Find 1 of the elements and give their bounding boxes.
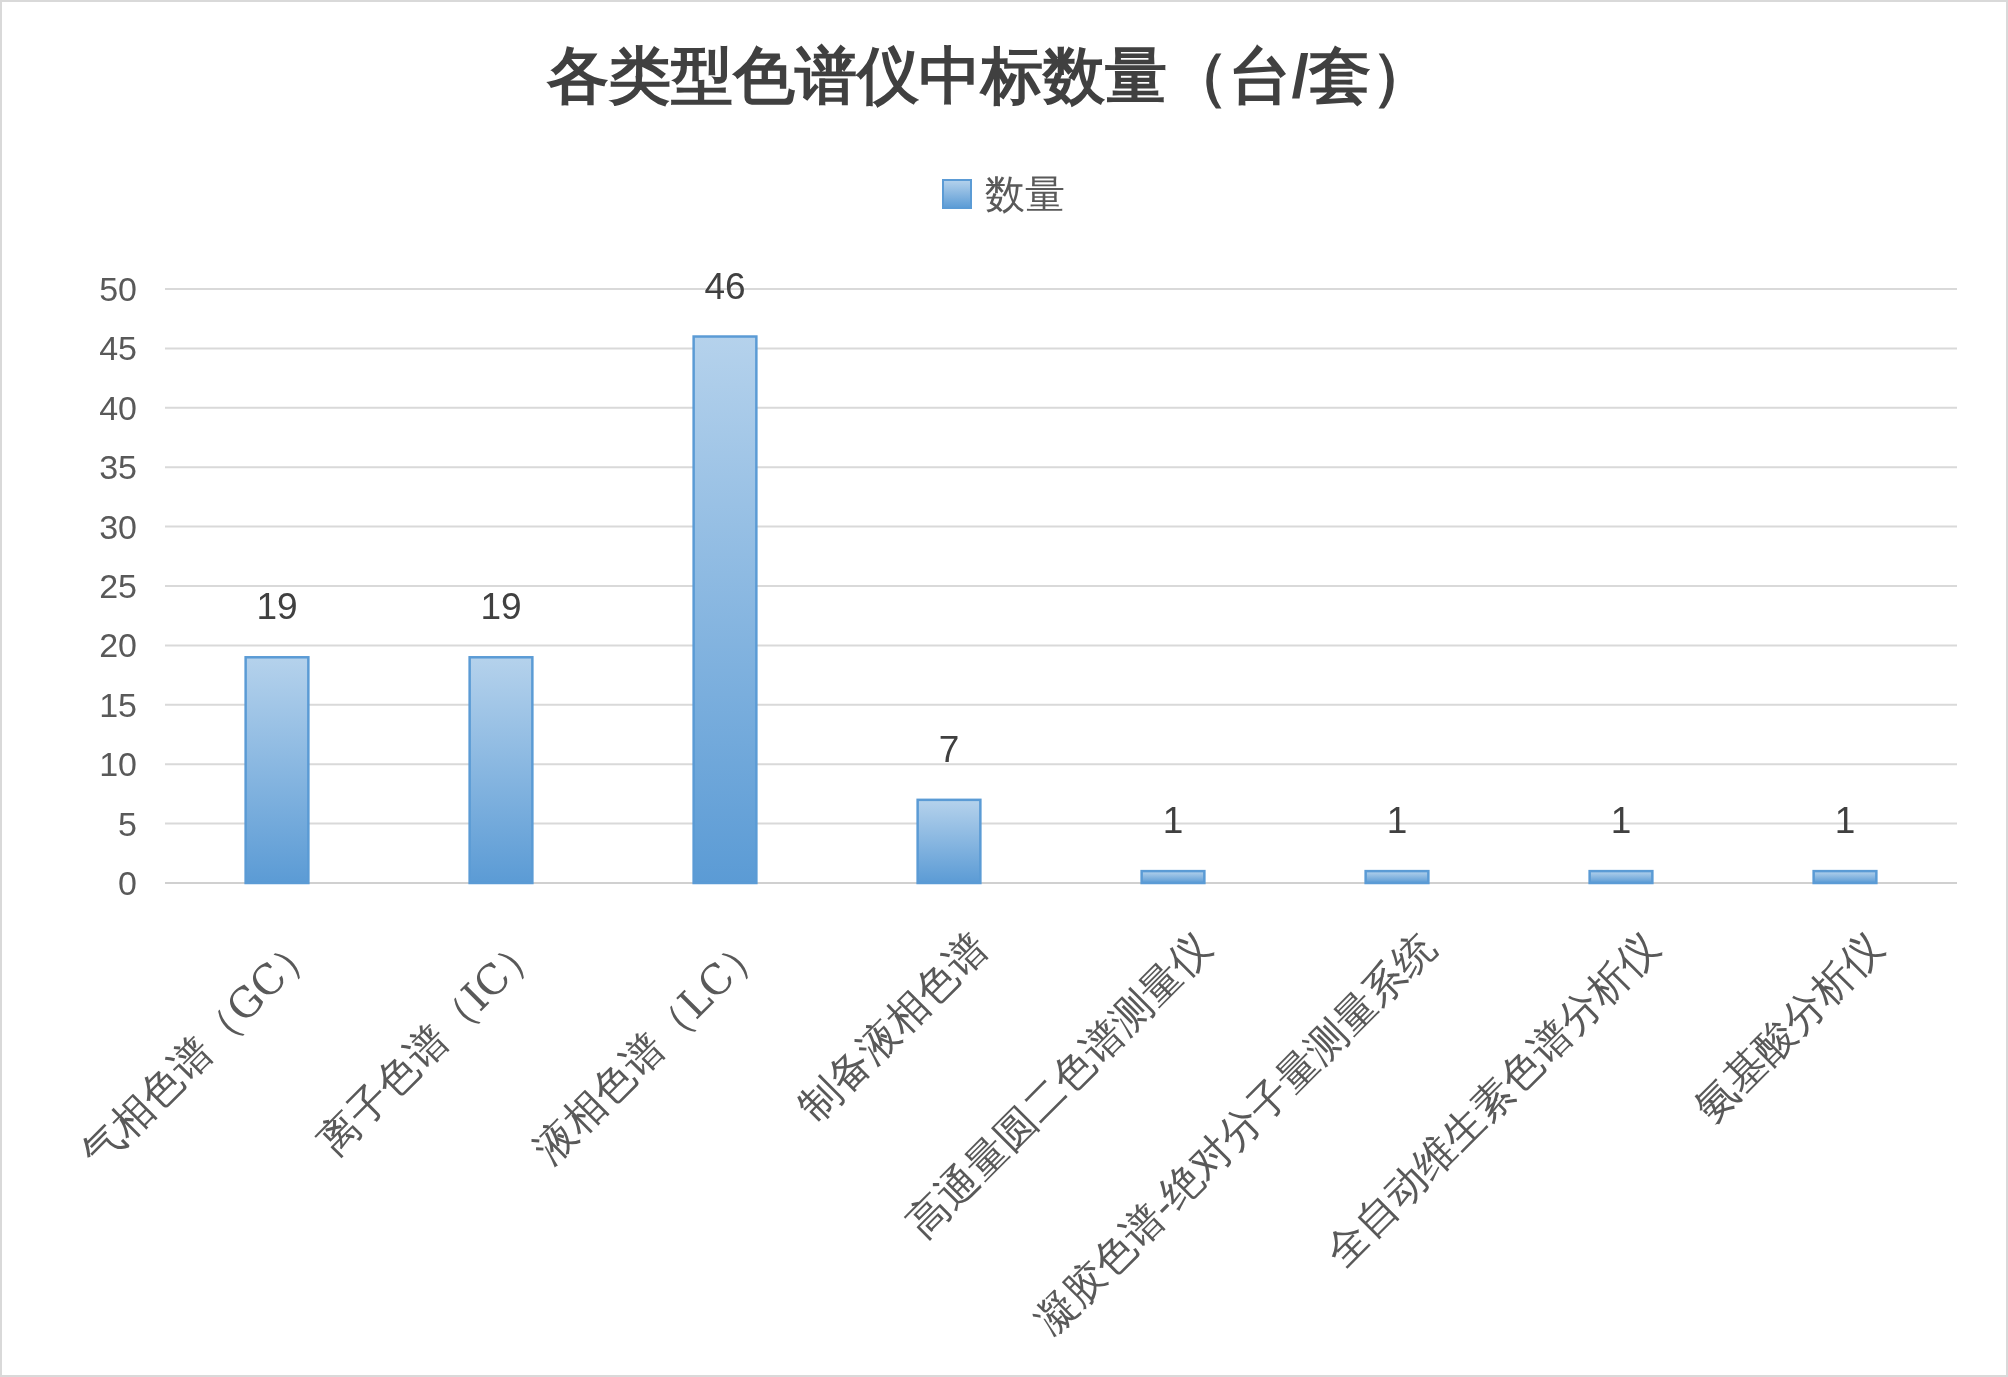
title: 各类型色谱仪中标数量（台/套） — [547, 41, 1433, 110]
